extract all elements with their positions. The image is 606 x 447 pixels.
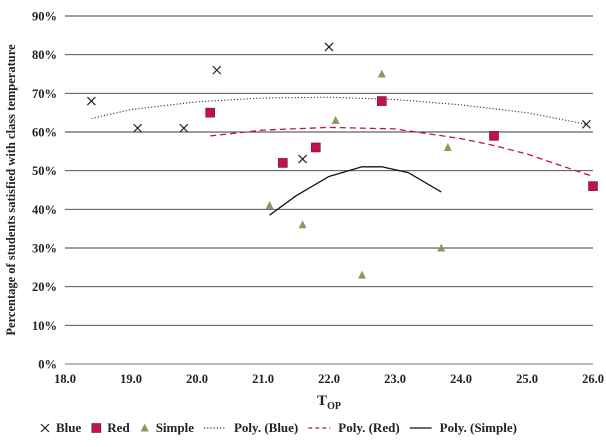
legend-label-red: Red	[107, 420, 130, 435]
x-tick-label: 19.0	[120, 372, 142, 386]
y-tick-label: 50%	[32, 164, 57, 178]
point-simple	[298, 220, 307, 229]
trendline-poly-red	[210, 126, 594, 178]
y-tick-label: 80%	[32, 48, 57, 62]
legend-label-poly-simple: Poly. (Simple)	[440, 420, 517, 435]
x-tick-labels: 18.0 19.0 20.0 21.0 22.0 23.0 24.0 25.0 26.0	[54, 372, 604, 386]
y-tick-label: 30%	[32, 242, 57, 256]
x-stroke-b	[40, 423, 50, 433]
point-red	[376, 96, 387, 106]
legend-label-simple: Simple	[156, 420, 195, 435]
x-stroke-b	[86, 96, 96, 106]
point-simple	[358, 270, 366, 279]
x-stroke-b	[581, 119, 591, 129]
trendlines	[91, 96, 594, 216]
legend-marker-blue	[40, 423, 50, 433]
point-blue	[133, 123, 143, 133]
x-axis-title-subscript: OP	[327, 401, 341, 412]
y-tick-label: 20%	[32, 280, 57, 294]
y-tick-label: 10%	[32, 319, 57, 333]
x-tick-label: 23.0	[384, 372, 406, 386]
x-tick-label: 18.0	[54, 372, 76, 386]
point-red	[205, 107, 215, 118]
y-tick-label: 0%	[38, 358, 57, 372]
legend-item-poly-red: Poly. (Red)	[308, 420, 400, 435]
point-simple	[265, 200, 274, 209]
y-axis-title: Percentage of students satisfied with cl…	[4, 44, 18, 336]
legend-item-poly-blue: Poly. (Blue)	[203, 420, 298, 435]
y-tick-label: 90%	[32, 10, 57, 24]
x-tick-label: 24.0	[450, 372, 472, 386]
y-tick-labels: 0% 10% 20% 30% 40% 50% 60% 70% 80% 90%	[32, 10, 57, 372]
legend-item-poly-simple: Poly. (Simple)	[409, 420, 517, 435]
point-red	[277, 158, 288, 168]
point-blue	[298, 154, 308, 164]
point-blue	[212, 65, 222, 75]
legend-label-poly-red: Poly. (Red)	[338, 420, 399, 435]
legend-item-red: Red	[91, 420, 130, 435]
x-stroke-b	[212, 65, 222, 75]
legend-label-blue: Blue	[56, 420, 82, 435]
point-red	[588, 181, 598, 191]
trendline-poly-simple	[269, 166, 442, 216]
y-tick-label: 40%	[32, 203, 57, 217]
point-blue	[581, 119, 591, 129]
point-red	[489, 131, 499, 141]
x-tick-label: 25.0	[516, 372, 538, 386]
legend-item-blue: Blue	[40, 420, 82, 435]
y-tick-label: 60%	[32, 126, 57, 140]
point-red	[310, 142, 321, 153]
data-points	[86, 42, 598, 279]
x-tick-label: 20.0	[186, 372, 208, 386]
x-stroke-b	[324, 42, 334, 52]
point-blue	[179, 123, 189, 133]
legend-label-poly-blue: Poly. (Blue)	[234, 420, 298, 435]
point-simple	[437, 243, 446, 252]
point-simple	[443, 142, 452, 151]
legend-item-simple: Simple	[140, 420, 195, 435]
x-tick-label: 26.0	[582, 372, 604, 386]
x-axis-title-main: T	[317, 393, 327, 409]
x-stroke-b	[298, 154, 308, 164]
point-simple	[331, 115, 340, 124]
x-stroke-b	[133, 123, 143, 133]
x-tick-label: 21.0	[252, 372, 274, 386]
x-stroke-b	[179, 123, 189, 133]
point-blue	[86, 96, 96, 106]
x-tick-label: 22.0	[318, 372, 340, 386]
x-axis-title: TOP	[317, 393, 341, 412]
y-tick-label: 70%	[32, 87, 57, 101]
legend-marker-red	[91, 423, 102, 433]
gridlines	[65, 15, 593, 365]
legend: Blue Red Simple Poly. (Blue) Poly. (Red) Poly…	[40, 420, 517, 435]
legend-marker-simple	[140, 423, 149, 432]
point-blue	[324, 42, 334, 52]
point-simple	[377, 69, 386, 78]
